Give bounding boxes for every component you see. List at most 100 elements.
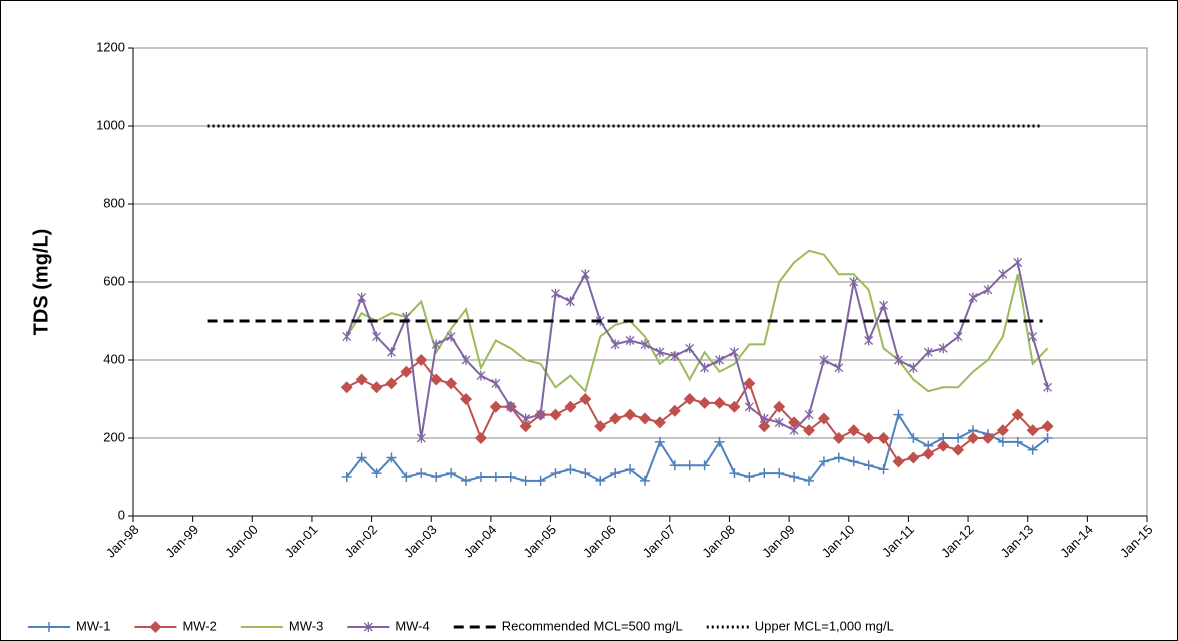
marker (639, 475, 650, 486)
marker (342, 331, 352, 342)
marker (400, 365, 413, 378)
marker (551, 288, 560, 299)
marker (653, 416, 666, 429)
marker (565, 296, 575, 307)
marker (475, 472, 486, 482)
marker (819, 355, 829, 365)
marker (729, 347, 739, 358)
marker (536, 409, 546, 420)
marker (908, 362, 918, 373)
marker (833, 452, 844, 463)
marker (357, 292, 367, 303)
marker (1041, 420, 1054, 433)
marker (879, 300, 889, 311)
marker (774, 468, 785, 479)
marker (699, 460, 710, 471)
marker (491, 378, 501, 389)
marker (1042, 433, 1053, 443)
marker (1012, 436, 1023, 447)
marker (892, 455, 905, 468)
marker (743, 377, 756, 390)
marker (580, 269, 590, 280)
marker (683, 393, 696, 405)
marker (363, 622, 373, 632)
marker (834, 362, 844, 373)
marker (341, 472, 352, 482)
marker (968, 292, 978, 303)
legend-label: MW-4 (395, 618, 429, 633)
y-tick-label: 200 (103, 429, 125, 444)
legend-label: Recommended MCL=500 mg/L (502, 618, 683, 633)
marker (595, 475, 606, 486)
marker (579, 393, 592, 405)
marker (654, 436, 665, 447)
legend-label: MW-3 (289, 618, 323, 633)
marker (759, 468, 770, 479)
marker (564, 400, 577, 413)
marker (1026, 424, 1039, 437)
marker (818, 456, 829, 467)
marker (983, 284, 993, 295)
legend: MW-1 MW-2 MW-3 MW-4 Recommended MCL=500 mg/L… (28, 618, 894, 633)
marker (907, 451, 920, 464)
marker (370, 381, 383, 394)
marker (460, 393, 473, 405)
marker (640, 339, 650, 350)
marker (847, 424, 860, 437)
marker (355, 373, 368, 386)
marker (565, 464, 576, 475)
legend-label: MW-1 (76, 618, 110, 633)
marker (832, 432, 845, 444)
marker (594, 420, 607, 433)
marker (952, 443, 965, 456)
marker (714, 436, 725, 447)
marker (804, 409, 814, 420)
series-line (345, 260, 1049, 439)
marker (474, 432, 487, 444)
marker (535, 475, 546, 486)
marker (849, 277, 859, 287)
marker (610, 339, 620, 350)
marker (848, 456, 859, 467)
legend-label: Upper MCL=1,000 mg/L (755, 618, 894, 633)
marker (729, 468, 740, 479)
marker (758, 420, 771, 433)
series-line (345, 249, 1049, 394)
marker (997, 436, 1008, 447)
marker (878, 464, 889, 475)
marker (431, 339, 441, 350)
marker (804, 475, 814, 486)
marker (788, 416, 801, 429)
marker (521, 413, 531, 424)
y-tick-label: 0 (118, 507, 125, 522)
marker (744, 401, 754, 412)
marker (430, 373, 443, 386)
marker (385, 377, 398, 390)
marker (684, 460, 695, 471)
legend-label: MW-2 (182, 618, 216, 633)
marker (938, 343, 948, 354)
marker (431, 472, 442, 482)
marker (401, 472, 412, 482)
series-line (345, 412, 1049, 483)
marker (387, 347, 396, 358)
marker (415, 354, 428, 366)
marker (580, 468, 591, 479)
marker (372, 331, 382, 342)
marker (386, 452, 397, 463)
marker (996, 424, 1009, 437)
marker (44, 622, 54, 632)
marker (967, 432, 980, 444)
marker (490, 472, 501, 482)
marker (625, 335, 635, 346)
marker (670, 351, 680, 362)
marker (550, 468, 561, 479)
marker (744, 472, 755, 482)
marker (1027, 444, 1038, 455)
marker (340, 381, 353, 394)
marker (894, 355, 903, 365)
marker (416, 433, 426, 443)
marker (789, 425, 799, 436)
marker (803, 424, 815, 437)
